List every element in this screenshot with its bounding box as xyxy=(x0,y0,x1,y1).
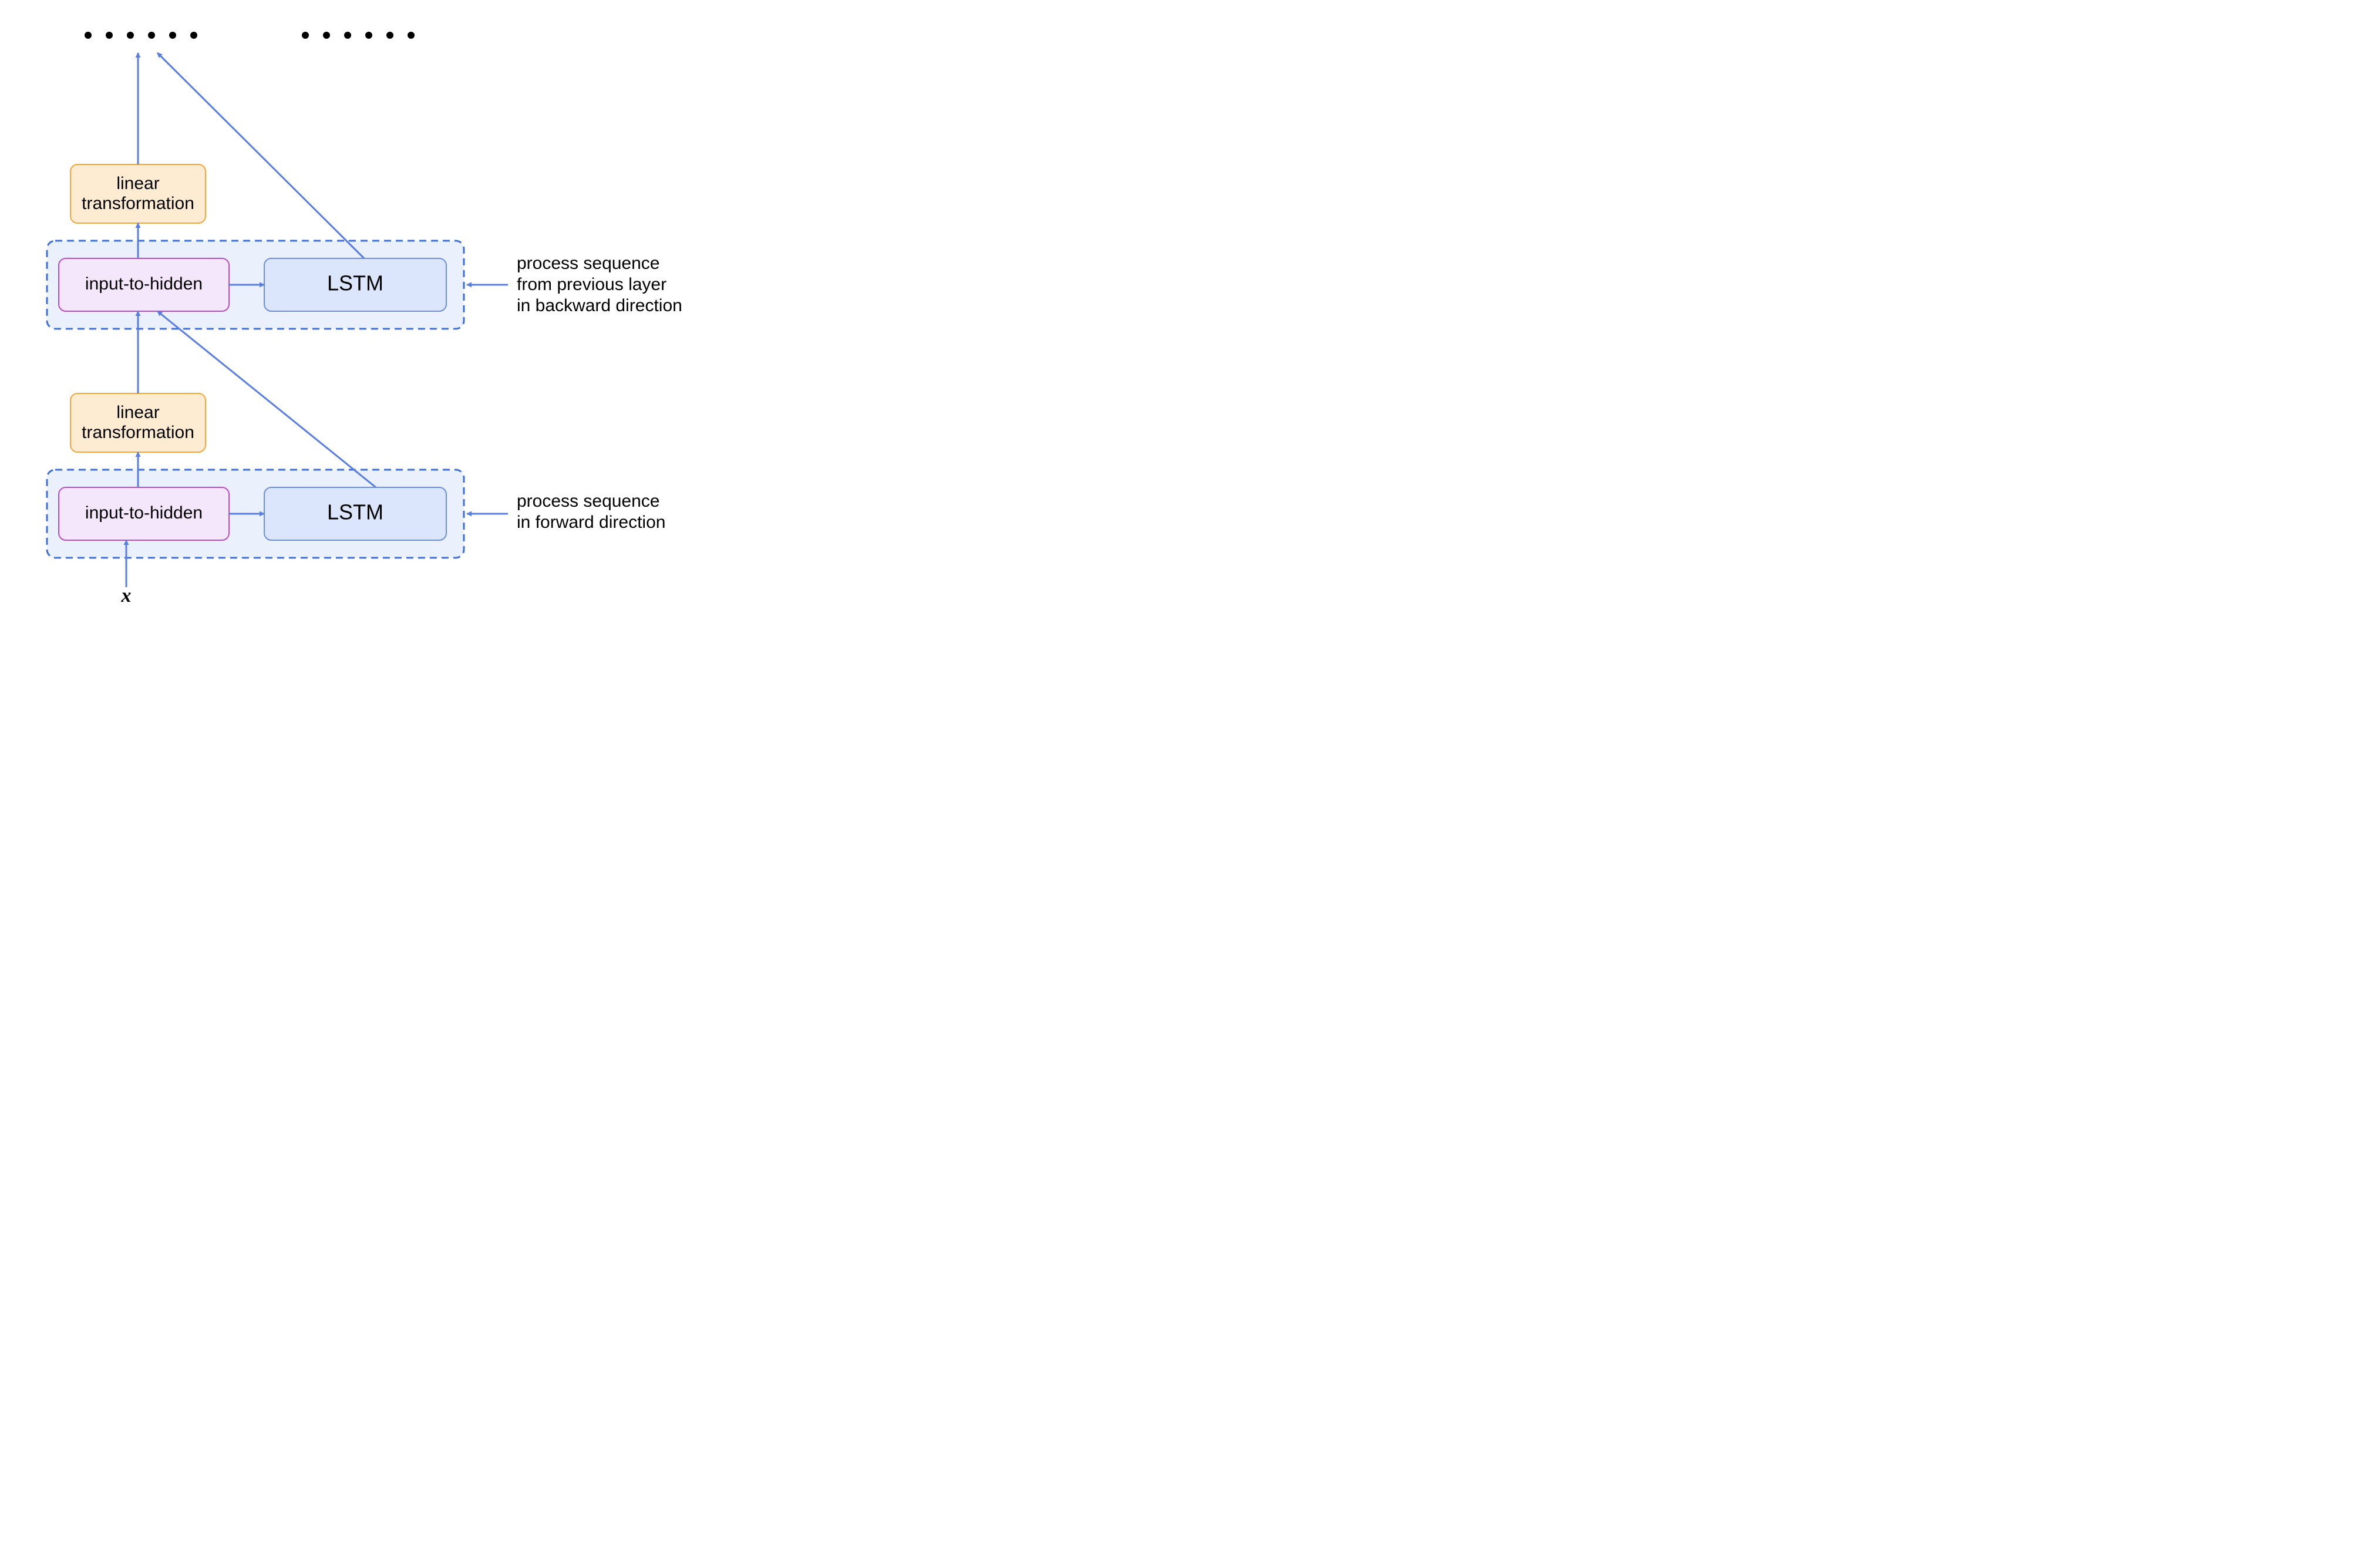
input-to-hidden-box-1: input-to-hidden xyxy=(59,487,229,540)
annotation-line: from previous layer xyxy=(517,275,666,294)
ellipsis-dot xyxy=(127,32,134,39)
ellipsis-dot xyxy=(365,32,372,39)
annotation-line: in forward direction xyxy=(517,513,665,532)
edge-lstm2_diag xyxy=(157,53,364,258)
ellipsis-dot xyxy=(85,32,92,39)
input-to-hidden-label: input-to-hidden xyxy=(85,503,203,523)
linear-transformation-box-2: lineartransformation xyxy=(70,164,206,223)
annotation-line: in backward direction xyxy=(517,296,682,315)
ellipsis-dot xyxy=(169,32,176,39)
ellipsis-dot xyxy=(323,32,330,39)
ellipsis-dot xyxy=(190,32,197,39)
linear-label-line1: linear xyxy=(116,403,159,422)
lstm-box-2: LSTM xyxy=(264,258,446,311)
input-to-hidden-label: input-to-hidden xyxy=(85,274,203,294)
lstm-label: LSTM xyxy=(327,500,383,524)
linear-transformation-box-1: lineartransformation xyxy=(70,393,206,452)
lstm-box-1: LSTM xyxy=(264,487,446,540)
ellipsis-dot xyxy=(386,32,393,39)
input-symbol: x xyxy=(121,585,132,607)
annotation-2: process sequence from previous layer in ba… xyxy=(517,254,682,315)
ellipsis-dot xyxy=(408,32,415,39)
linear-label-line2: transformation xyxy=(82,423,194,442)
linear-label-line2: transformation xyxy=(82,194,194,213)
ellipsis-dot xyxy=(148,32,155,39)
input-to-hidden-box-2: input-to-hidden xyxy=(59,258,229,311)
annotation-line: process sequence xyxy=(517,254,660,273)
lstm-label: LSTM xyxy=(327,271,383,295)
linear-label-line1: linear xyxy=(116,174,159,193)
ellipsis-dot xyxy=(302,32,309,39)
ellipsis-dot xyxy=(106,32,113,39)
ellipsis-dot xyxy=(344,32,351,39)
annotation-line: process sequence xyxy=(517,491,660,511)
annotation-1: process sequence in forward direction xyxy=(517,491,665,532)
